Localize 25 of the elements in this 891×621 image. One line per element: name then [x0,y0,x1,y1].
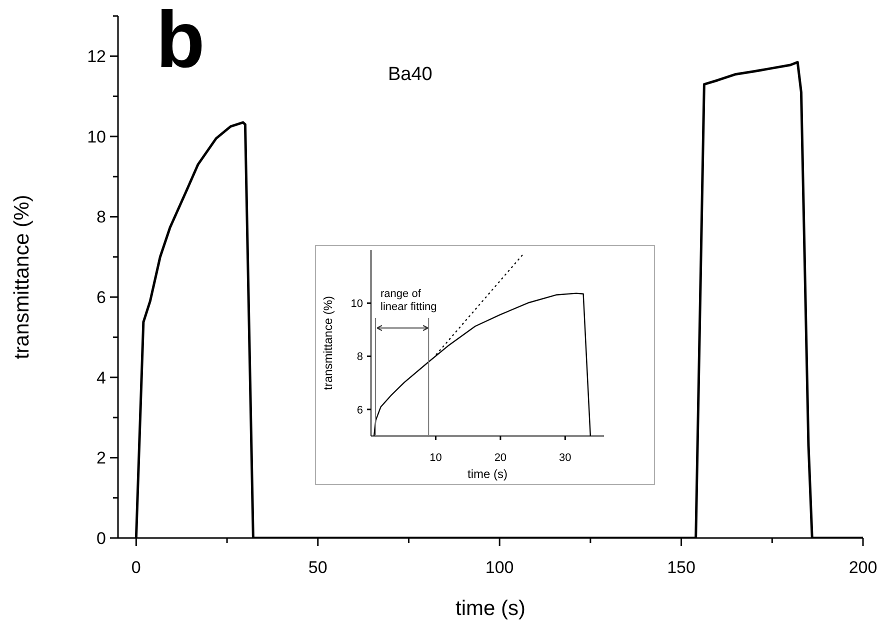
y-axis-title: transmittance (%) [10,194,34,360]
y-tick-label: 0 [96,528,106,548]
y-tick-label: 12 [87,47,106,66]
annotation: b [156,0,205,86]
y-tick-label: 6 [356,404,363,416]
y-tick-label: 4 [96,368,106,388]
text: Ba40 [388,64,432,86]
y-tick-label: 6 [96,288,106,308]
x-tick-label: 0 [131,558,141,577]
y-tick-label: 10 [350,298,363,310]
x-axis-title: time (s) [468,467,508,481]
x-tick-label: 50 [308,558,328,577]
y-tick-label: 2 [96,448,106,468]
x-axis-title: time (s) [456,597,526,620]
x-tick-label: 10 [430,452,442,464]
y-tick-label: 8 [96,208,106,227]
x-tick-label: 20 [494,452,507,464]
y-axis-title: transmittance (%) [321,296,336,390]
x-tick-label: 200 [848,558,878,577]
annotation: range of linear fitting [380,288,438,314]
x-tick-label: 100 [485,558,514,577]
y-tick-label: 8 [356,351,363,364]
x-tick-label: 30 [559,452,572,464]
x-tick-label: 150 [667,558,696,577]
y-tick-label: 10 [87,127,106,146]
